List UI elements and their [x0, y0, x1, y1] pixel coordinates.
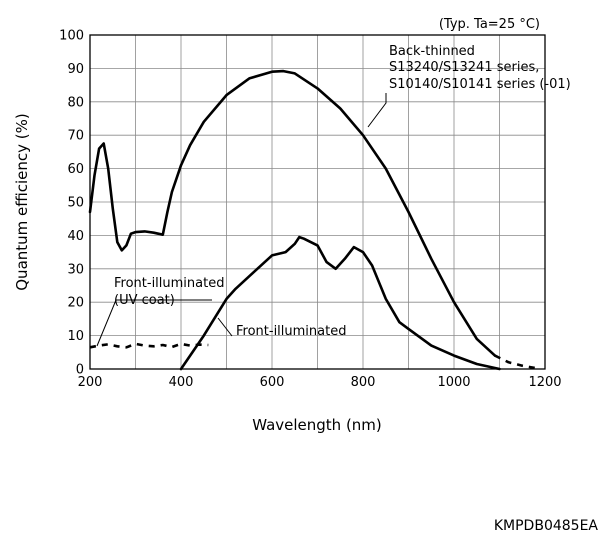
- y-tick-label: 80: [67, 95, 84, 110]
- measurement-condition: (Typ. Ta=25 °C): [439, 17, 540, 32]
- y-tick-label: 60: [67, 162, 84, 177]
- series-front-illuminated-uv-coat: [89, 342, 209, 349]
- y-tick-label: 0: [76, 363, 84, 378]
- x-tick-label: 1000: [437, 375, 470, 390]
- series-lines: [88, 69, 541, 371]
- series-back-thinned: [88, 69, 497, 357]
- back-thinned-label-line-2: S13240/S13241 series,: [389, 60, 539, 75]
- x-axis-ticks: 200 400 600 800 1000 1200: [78, 375, 562, 390]
- back-thinned-leader: [367, 93, 387, 128]
- back-thinned-label-line-3: S10140/S10141 series (-01): [389, 77, 571, 92]
- y-tick-label: 70: [67, 129, 84, 144]
- y-tick-label: 50: [67, 196, 84, 211]
- document-code: KMPDB0485EA: [493, 518, 598, 534]
- y-tick-label: 30: [67, 262, 84, 277]
- uv-coat-label-line-1: Front-illuminated: [114, 276, 224, 291]
- label-leader-lines: [96, 93, 387, 347]
- y-tick-label: 90: [67, 62, 84, 77]
- uv-coat-leader: [96, 299, 212, 347]
- y-tick-label: 20: [67, 296, 84, 311]
- x-tick-label: 1200: [528, 375, 561, 390]
- x-tick-label: 200: [78, 375, 103, 390]
- x-tick-label: 600: [260, 375, 285, 390]
- x-tick-label: 800: [351, 375, 376, 390]
- back-thinned-label-line-1: Back-thinned: [389, 44, 475, 59]
- y-tick-label: 100: [59, 29, 84, 44]
- series-back-thinned-extension: [494, 354, 541, 371]
- front-illuminated-label: Front-illuminated: [236, 324, 346, 339]
- series-front-illuminated: [179, 235, 501, 371]
- grid-lines: [90, 35, 545, 369]
- front-illuminated-leader: [217, 317, 233, 337]
- y-axis-title: Quantum efficiency (%): [13, 113, 31, 291]
- y-axis-ticks: 0 10 20 30 40 50 60 70 80 90 100: [59, 29, 84, 378]
- x-axis-title: Wavelength (nm): [252, 416, 382, 434]
- x-tick-label: 400: [169, 375, 194, 390]
- y-tick-label: 10: [67, 329, 84, 344]
- uv-coat-label-line-2: (UV coat): [114, 293, 175, 308]
- y-tick-label: 40: [67, 229, 84, 244]
